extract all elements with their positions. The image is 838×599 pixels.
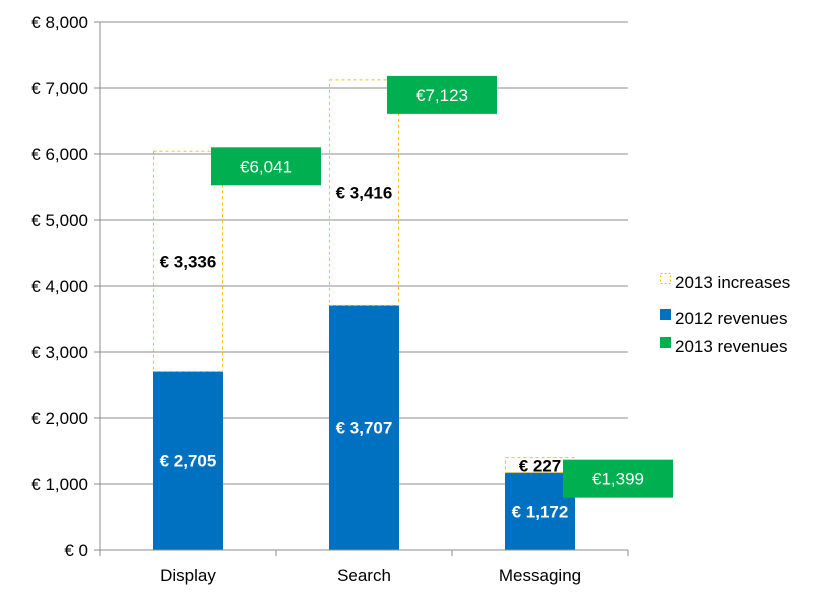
total-callout-box bbox=[387, 75, 497, 114]
y-tick-label: € 5,000 bbox=[31, 211, 88, 230]
legend-2013-revenues-label: 2013 revenues bbox=[675, 337, 787, 356]
bar-increase-display bbox=[153, 150, 223, 372]
y-tick-label: € 0 bbox=[64, 541, 88, 560]
y-axis: € 0 € 1,000 € 2,000 € 3,000 € 4,000 € 5,000 € … bbox=[31, 13, 101, 560]
data-label-2012: € 3,707 bbox=[336, 419, 393, 438]
bar-2012-search bbox=[329, 305, 399, 550]
x-category-label: Search bbox=[337, 566, 391, 585]
total-callout-label: €7,123 bbox=[416, 86, 468, 105]
total-callout-box bbox=[563, 459, 673, 498]
bar-2012-display bbox=[153, 371, 223, 550]
data-label-2012: € 1,172 bbox=[512, 502, 569, 521]
data-label-increase: € 3,416 bbox=[336, 184, 393, 203]
bar-increase-search bbox=[329, 79, 399, 306]
total-callout-box bbox=[211, 147, 321, 186]
total-callout-label: €6,041 bbox=[240, 157, 292, 176]
legend: 2013 increases 2012 revenues 2013 revenues bbox=[660, 273, 790, 356]
y-tick-label: € 1,000 bbox=[31, 475, 88, 494]
total-callout-label: €1,399 bbox=[592, 470, 644, 489]
y-tick-label: € 4,000 bbox=[31, 277, 88, 296]
legend-2013-increases-swatch bbox=[660, 273, 671, 284]
bars: € 2,705 € 3,336 € 3,707 € 3,416 € 1,172 € 227 bbox=[153, 79, 575, 550]
legend-2013-revenues-swatch bbox=[660, 337, 671, 348]
data-label-increase: € 3,336 bbox=[160, 252, 217, 271]
x-category-label: Messaging bbox=[499, 566, 581, 585]
y-tick-label: € 6,000 bbox=[31, 145, 88, 164]
legend-2012-revenues-label: 2012 revenues bbox=[675, 309, 787, 328]
x-category-label: Display bbox=[160, 566, 216, 585]
y-tick-label: € 3,000 bbox=[31, 343, 88, 362]
x-axis: Display Search Messaging bbox=[99, 549, 629, 585]
total-callouts: €6,041 €7,123 €1,399 bbox=[211, 75, 673, 498]
data-label-2012: € 2,705 bbox=[160, 452, 217, 471]
data-label-increase: € 227 bbox=[519, 457, 562, 476]
legend-2013-increases-label: 2013 increases bbox=[675, 273, 790, 292]
y-tick-label: € 2,000 bbox=[31, 409, 88, 428]
legend-2012-revenues-swatch bbox=[660, 309, 671, 320]
y-tick-label: € 8,000 bbox=[31, 13, 88, 32]
y-tick-label: € 7,000 bbox=[31, 79, 88, 98]
